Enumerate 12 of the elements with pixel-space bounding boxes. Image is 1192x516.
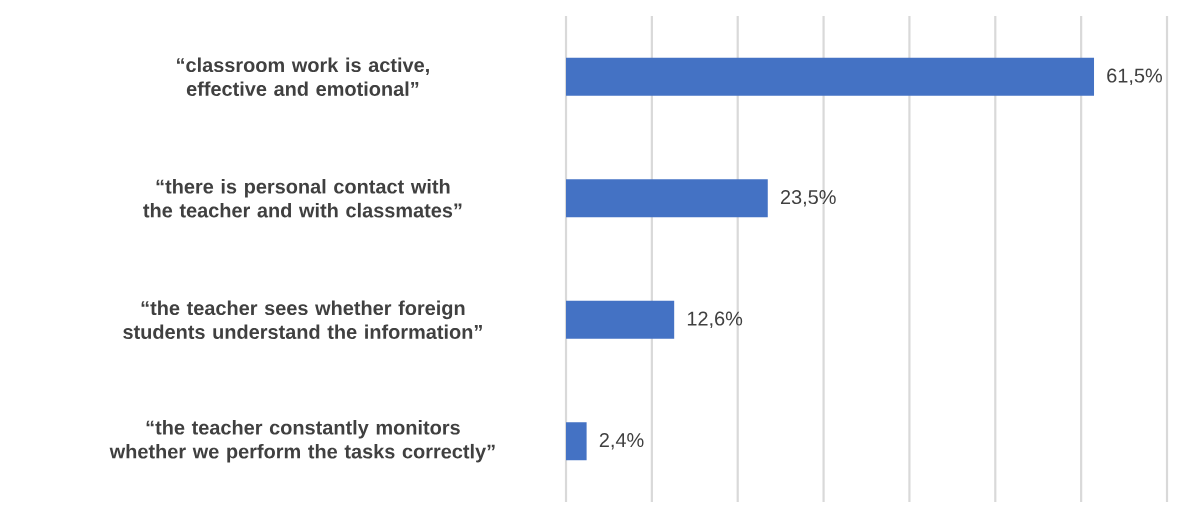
bar: [566, 422, 587, 461]
y-tick-label: “there is personal contact with the teacher and with classmates”: [143, 178, 462, 218]
bar: [566, 179, 768, 218]
y-tick-label: “the teacher sees whether foreign students understand the information”: [123, 300, 482, 340]
data-label: 12,6%: [687, 311, 743, 328]
data-label: 2,4%: [599, 433, 644, 450]
data-label: 61,5%: [1107, 68, 1162, 85]
y-tick-label: “the teacher constantly monitors whether we perform the tasks correctly”: [109, 420, 495, 463]
y-tick-label: “classroom work is active, effective and emotional”: [177, 57, 429, 97]
bar: [566, 57, 1095, 96]
bar: [566, 300, 675, 339]
data-label: 23,5%: [780, 190, 836, 207]
